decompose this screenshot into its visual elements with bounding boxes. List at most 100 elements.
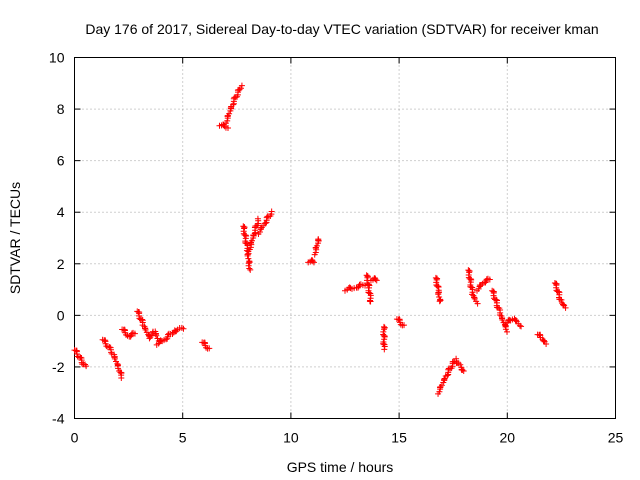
data-point	[206, 345, 213, 352]
data-point	[354, 284, 361, 291]
data-point	[115, 365, 122, 372]
data-point	[246, 265, 253, 272]
data-point	[254, 215, 261, 222]
y-tick-label: 8	[57, 101, 65, 117]
data-point	[512, 317, 519, 324]
tick-layer: 0 5 10 15 20 25 -4 -2 0 2 4 6 8 10	[49, 50, 624, 446]
y-tick-label: 4	[57, 204, 65, 220]
data-point	[460, 367, 467, 374]
data-point	[243, 247, 250, 254]
x-tick-label: 10	[283, 430, 299, 446]
data-point	[247, 266, 254, 273]
data-points	[71, 82, 569, 397]
data-point	[459, 366, 466, 373]
y-axis-label: SDTVAR / TECUs	[7, 182, 23, 294]
data-point	[310, 259, 317, 266]
y-tick-label: -2	[52, 359, 65, 375]
data-point	[237, 85, 244, 92]
x-tick-label: 20	[500, 430, 516, 446]
data-point	[437, 297, 444, 304]
data-point	[77, 354, 84, 361]
data-point	[315, 236, 322, 243]
data-point	[106, 344, 113, 351]
y-tick-label: 0	[57, 307, 65, 323]
data-point	[381, 324, 388, 331]
data-point	[118, 374, 125, 381]
data-point	[138, 316, 145, 323]
data-point	[471, 294, 478, 301]
grid-layer	[74, 57, 616, 419]
data-point	[256, 229, 263, 236]
data-point	[560, 301, 567, 308]
data-point	[180, 325, 187, 332]
data-point	[372, 276, 379, 283]
data-point	[518, 323, 525, 330]
data-point	[435, 291, 442, 298]
data-point	[381, 326, 388, 333]
data-point	[108, 349, 115, 356]
data-point	[309, 258, 316, 265]
y-tick-label: 6	[57, 153, 65, 169]
data-point	[136, 315, 143, 322]
data-point	[230, 101, 237, 108]
data-point	[165, 331, 172, 338]
data-point	[555, 288, 562, 295]
data-point	[471, 295, 478, 302]
data-point	[142, 326, 149, 333]
data-point	[249, 237, 255, 244]
data-point	[142, 325, 149, 332]
data-point	[540, 337, 547, 344]
chart-title: Day 176 of 2017, Sidereal Day-to-day VTE…	[85, 21, 598, 37]
x-tick-label: 5	[179, 430, 187, 446]
data-point	[169, 330, 176, 337]
data-point	[441, 375, 448, 382]
data-point	[224, 124, 231, 131]
data-point	[127, 333, 134, 340]
data-point	[499, 316, 506, 323]
data-point	[486, 276, 493, 283]
data-point	[313, 242, 320, 249]
data-point	[83, 363, 90, 370]
data-point	[482, 279, 489, 286]
data-point	[246, 259, 253, 266]
data-point	[401, 322, 408, 329]
data-point	[262, 220, 269, 227]
data-point	[236, 86, 243, 93]
data-point	[444, 372, 451, 379]
data-point	[381, 336, 388, 343]
data-point	[245, 262, 252, 269]
data-point	[502, 326, 509, 333]
data-point	[493, 296, 500, 303]
data-point	[474, 300, 481, 307]
y-tick-label: 10	[49, 50, 65, 66]
data-point	[516, 322, 523, 329]
data-point	[238, 82, 245, 89]
data-point	[366, 284, 373, 291]
data-point	[558, 296, 565, 303]
data-point	[367, 298, 374, 305]
data-point	[457, 361, 464, 368]
data-point	[436, 388, 443, 395]
data-point	[436, 298, 443, 305]
data-point	[153, 332, 160, 339]
data-point	[111, 355, 118, 362]
data-point	[268, 208, 275, 215]
data-point	[438, 382, 445, 389]
data-point	[562, 304, 569, 311]
x-axis-label: GPS time / hours	[287, 459, 394, 475]
data-point	[504, 328, 511, 335]
x-tick-label: 25	[608, 430, 624, 446]
data-point	[74, 353, 81, 360]
y-tick-label: 2	[57, 256, 65, 272]
y-tick-label: -4	[52, 411, 65, 427]
data-point	[226, 110, 233, 117]
data-point	[373, 277, 380, 284]
x-tick-label: 0	[71, 430, 79, 446]
data-point	[131, 330, 138, 337]
data-point	[244, 252, 251, 259]
data-point	[381, 346, 388, 353]
x-tick-label: 15	[391, 430, 407, 446]
data-point	[543, 340, 550, 347]
plot-frame	[74, 57, 616, 419]
